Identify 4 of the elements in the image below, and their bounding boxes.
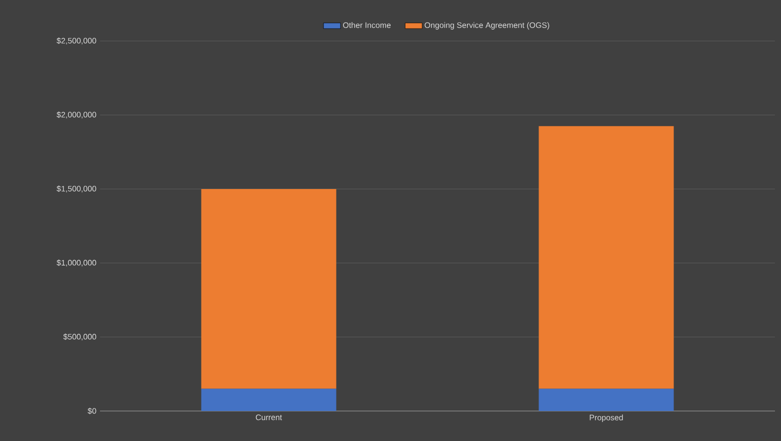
bar [201, 188, 336, 389]
bar [201, 388, 336, 411]
bar [538, 126, 674, 389]
bar [538, 388, 674, 411]
